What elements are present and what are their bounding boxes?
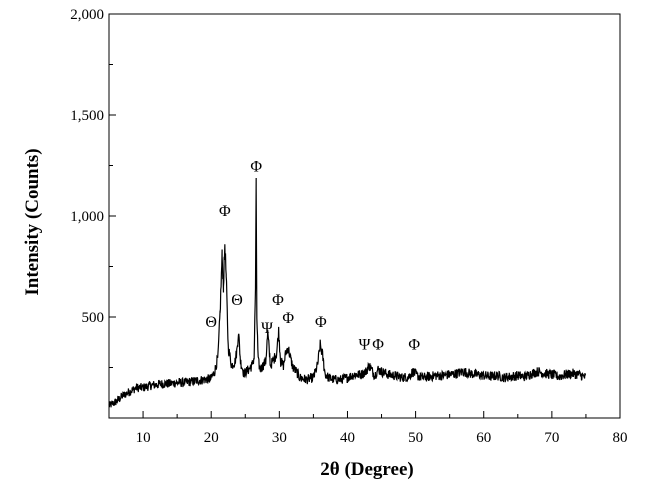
peak-label: Ψ — [261, 320, 273, 337]
x-tick-label: 30 — [272, 430, 287, 446]
peak-label: Φ — [315, 314, 327, 331]
y-tick-label: 1,000 — [70, 209, 104, 225]
x-tick-label: 40 — [340, 430, 355, 446]
x-axis-title: 2θ (Degree) — [320, 459, 413, 480]
plot-frame — [108, 13, 621, 419]
y-axis: 500 1,000 1,500 2,000 — [70, 7, 116, 368]
x-tick-label: 10 — [136, 430, 151, 446]
x-tick-label: 60 — [476, 430, 491, 446]
peak-label: Φ — [372, 336, 384, 353]
x-tick-label: 20 — [204, 430, 219, 446]
plot-area-border — [108, 13, 621, 419]
y-tick-label: 2,000 — [70, 7, 104, 23]
peak-label: Θ — [231, 292, 243, 309]
x-tick-label: 50 — [408, 430, 423, 446]
y-axis-title: Intensity (Counts) — [22, 148, 43, 295]
x-axis: 10 20 30 40 50 60 70 80 — [108, 411, 628, 446]
y-tick-label: 1,500 — [70, 108, 104, 124]
peak-label: Φ — [250, 159, 262, 176]
x-tick-label: 80 — [613, 430, 628, 446]
peak-label: Φ — [219, 203, 231, 220]
peak-label: Φ — [272, 292, 284, 309]
peak-label: Φ — [408, 336, 420, 353]
peak-label: Φ — [282, 310, 294, 327]
peak-label: Θ — [205, 314, 217, 331]
y-tick-label: 500 — [82, 310, 105, 326]
series-line — [108, 177, 587, 408]
x-tick-label: 70 — [544, 430, 559, 446]
peak-label: Ψ — [359, 336, 371, 353]
